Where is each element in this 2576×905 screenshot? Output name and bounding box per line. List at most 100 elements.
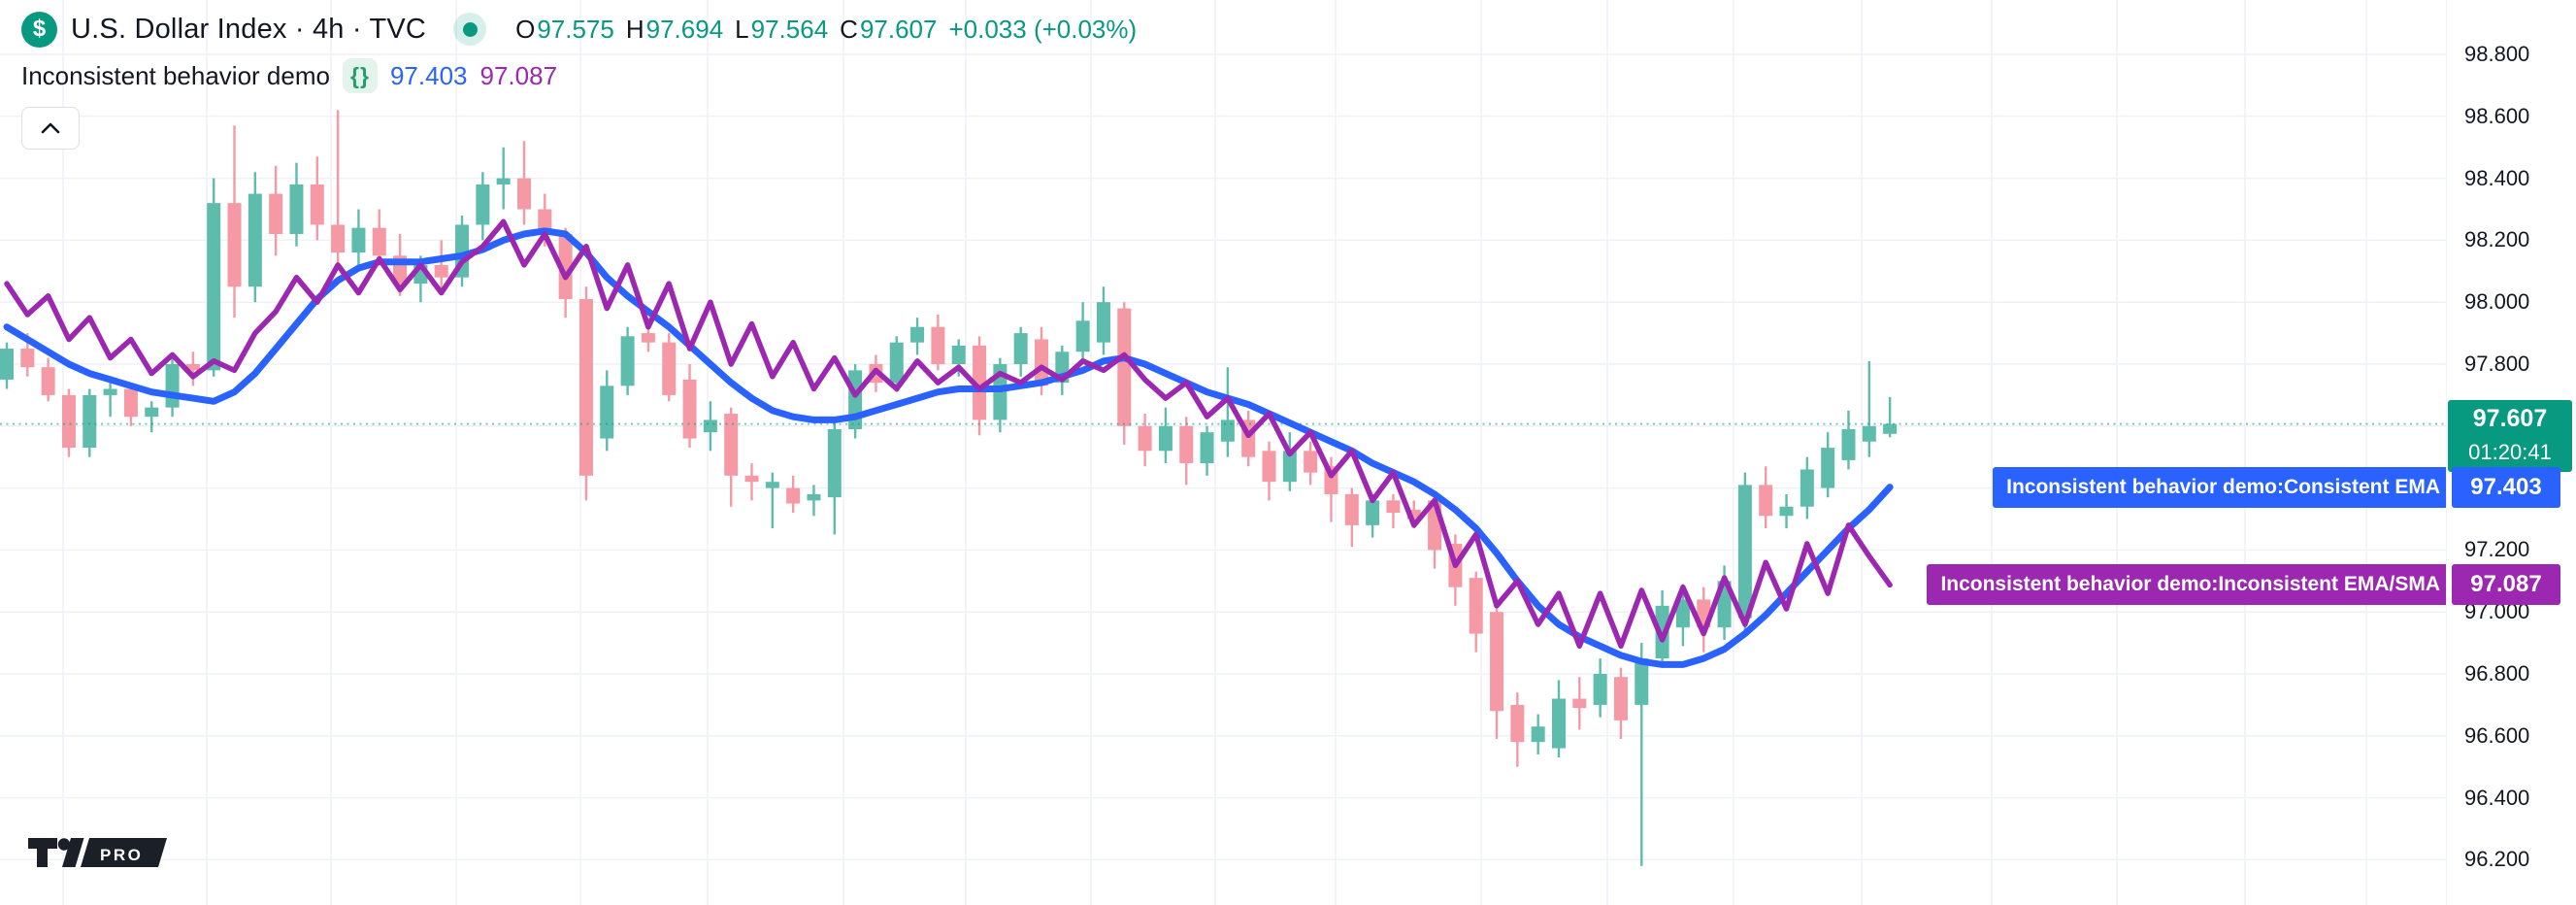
candle-down [662,342,677,395]
candle-wick [109,376,112,418]
candle-up [1800,469,1814,507]
collapse-legend-button[interactable] [21,107,80,150]
price-tick: 98.000 [2464,289,2530,315]
candle-down [724,414,739,476]
candle-up [1282,451,1297,483]
price-chart[interactable] [0,0,2446,905]
candle-up [1841,428,1856,460]
open-value: 97.575 [537,14,614,44]
candle-down [1035,339,1048,386]
candle-down [1344,493,1359,525]
candle-up [951,345,966,364]
high-label: H [625,14,644,44]
candle-up [1158,425,1172,452]
candle-down [1406,509,1421,520]
candle-up [0,349,14,380]
price-tick: 96.800 [2464,661,2530,686]
candle-down [538,209,552,235]
inconsistent-ema-sma-label: Inconsistent behavior demo:Inconsistent … [1927,564,2454,606]
high-value: 97.694 [645,14,724,44]
candle-down [517,178,531,210]
candle-down [1572,698,1587,709]
candle-up [103,388,117,395]
symbol-logo-icon[interactable]: $ [21,11,57,48]
legend: $ U.S. Dollar Index · 4h · TVC O 97.575 H… [21,8,1137,95]
market-status-dot-icon [462,21,478,37]
close-label: C [840,14,858,44]
candle-up [827,428,842,498]
candle-up [496,178,511,184]
candle-down [641,333,655,343]
symbol-title-button[interactable]: U.S. Dollar Index · 4h · TVC [71,13,427,45]
candle-up [1531,726,1545,743]
candle-down [61,394,76,449]
candle-down [41,367,55,395]
candle-up [476,184,490,225]
candle-up [600,385,614,439]
price-tick: 98.800 [2464,42,2530,66]
price-tick: 96.400 [2464,785,2530,810]
candle-down [310,184,324,225]
candle-down [786,487,801,504]
chart-plot-area[interactable] [0,0,2446,905]
price-tick: 98.400 [2464,165,2530,190]
candle-wick [1226,367,1230,457]
indicator-title-button[interactable]: Inconsistent behavior demo [21,60,330,90]
candle-down [1138,425,1152,452]
last-price-label: 97.607 01:20:41 [2448,399,2572,472]
pro-badge: PRO [100,846,143,864]
candle-down [123,388,138,418]
candle-down [578,299,593,476]
tradingview-logo[interactable]: PRO [27,835,173,870]
candle-down [1469,578,1483,634]
candle-down [1510,704,1525,743]
candle-down [269,193,283,235]
candle-up [1862,425,1876,442]
chevron-up-icon [41,122,60,134]
candle-up [703,419,717,433]
candle-wick [336,110,340,265]
candle-up [889,342,904,384]
inconsistent-ema-sma-line [4,218,1893,650]
candle-up [248,193,262,287]
candle-down [20,349,35,368]
candle-up [1883,423,1898,434]
last-price-value: 97.607 [2472,404,2548,432]
inconsistent-ema-sma-price-label: 97.087 [2452,564,2560,606]
candle-up [165,364,180,408]
bar-countdown: 01:20:41 [2468,439,2552,464]
candle-down [331,224,346,253]
price-tick: 97.800 [2464,352,2530,376]
candle-down [973,345,987,420]
candle-up [1220,419,1235,442]
candle-up [1075,320,1090,352]
candle-wick [440,240,443,290]
candle-up [1593,674,1607,705]
ohlc-values: O 97.575 H 97.694 L 97.564 C 97.607 +0.033 (… [515,15,1137,45]
candle-down [1262,451,1276,483]
tv-mark-icon [28,838,167,867]
open-label: O [515,14,536,44]
candle-up [207,203,221,371]
candle-wick [1888,396,1892,438]
candle-down [682,379,697,439]
indicator-ema-value: 97.403 [389,60,468,90]
candle-down [1117,308,1132,426]
candle-down [931,326,945,364]
candle-down [1304,451,1318,473]
indicator-ema-sma-value: 97.087 [479,60,558,90]
candle-up [1200,432,1214,464]
candle-up [351,227,366,253]
candle-up [1096,302,1110,343]
low-label: L [735,14,749,44]
candle-down [1490,612,1504,712]
candle-up [1737,485,1752,619]
candle-up [1635,658,1649,705]
candle-up [620,336,635,386]
candle-up [145,407,159,418]
market-status-button[interactable] [453,13,487,46]
price-tick: 96.600 [2464,722,2530,748]
candle-up [1821,448,1835,488]
pine-source-icon[interactable]: {} [342,58,378,93]
